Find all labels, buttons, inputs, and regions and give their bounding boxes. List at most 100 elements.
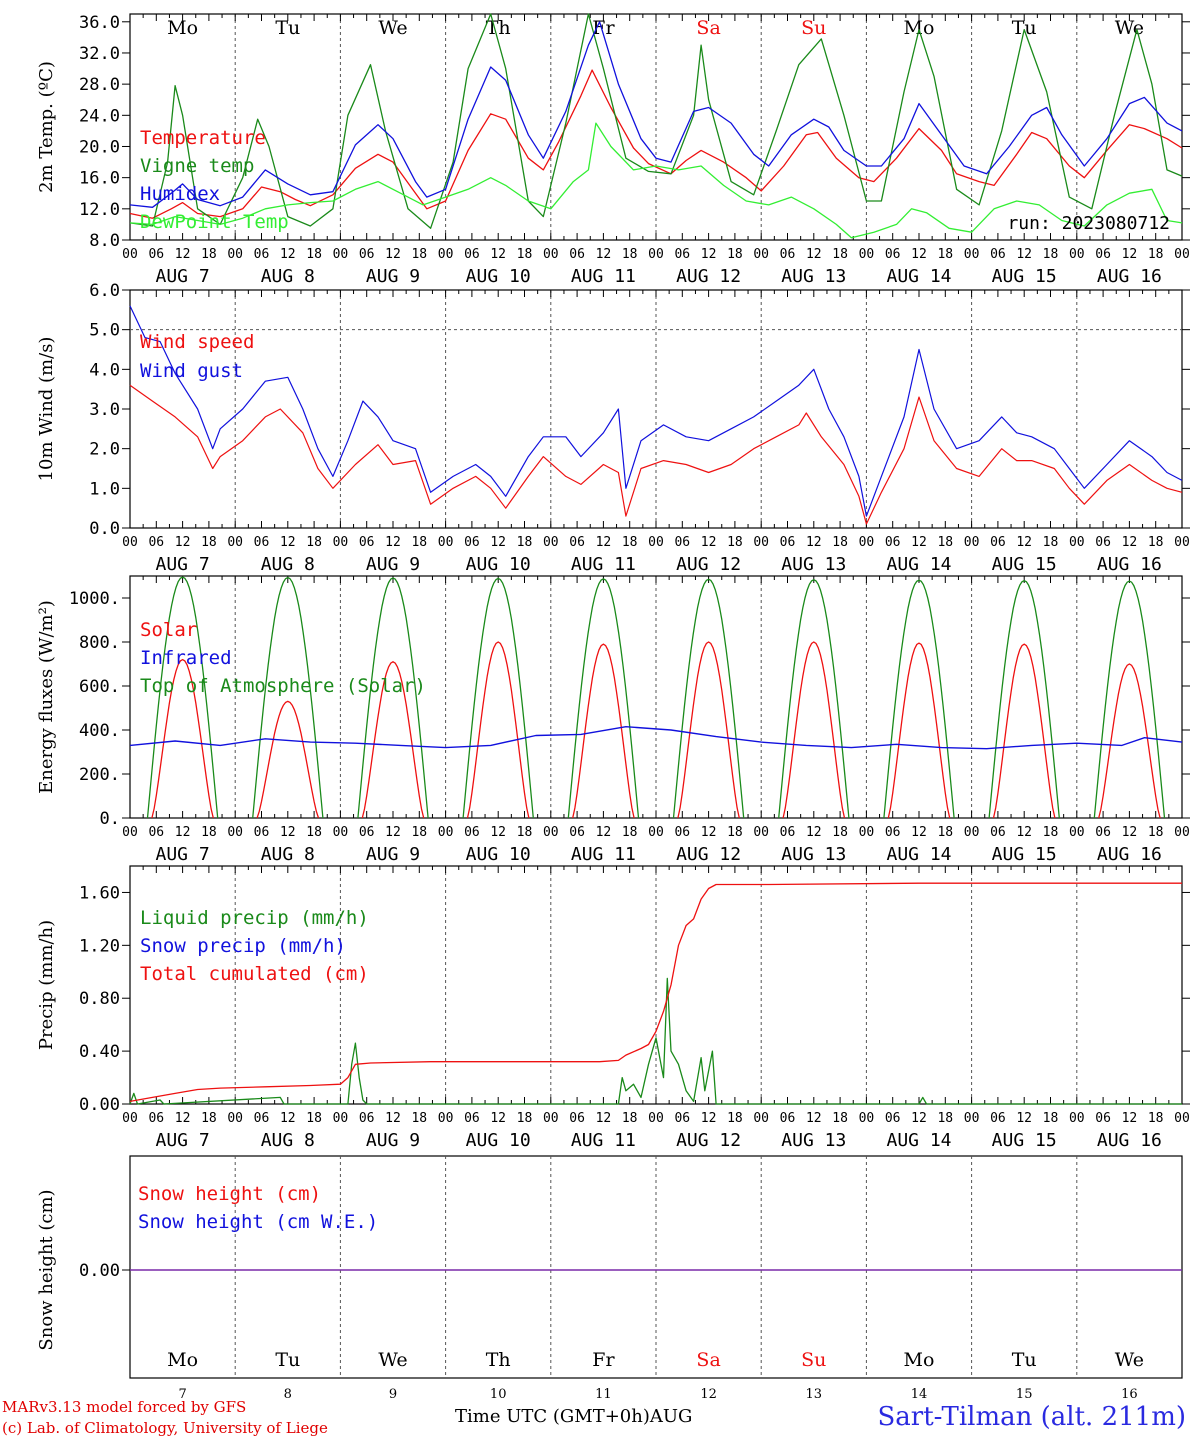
hour-tick-label: 18 bbox=[306, 535, 322, 550]
date-label: AUG 10 bbox=[466, 554, 531, 575]
y-tick-label: 0.0 bbox=[89, 519, 120, 539]
solar-arc bbox=[782, 641, 846, 819]
day-name: Tu bbox=[1012, 1349, 1037, 1371]
hour-tick-label: 00 bbox=[438, 247, 454, 262]
date-label: AUG 9 bbox=[366, 554, 420, 575]
toa-solar-arc bbox=[357, 577, 429, 819]
y-tick-label: 6.0 bbox=[89, 281, 120, 301]
y-tick-label: 200. bbox=[79, 765, 120, 785]
hour-tick-label: 12 bbox=[701, 247, 717, 262]
date-label: AUG 13 bbox=[781, 266, 846, 287]
legend-entry: Snow height (cm W.E.) bbox=[138, 1211, 378, 1233]
hour-tick-label: 12 bbox=[911, 825, 927, 840]
hour-tick-label: 12 bbox=[911, 1111, 927, 1126]
y-tick-label: 800. bbox=[79, 633, 120, 653]
hour-tick-label: 06 bbox=[885, 825, 901, 840]
hour-tick-label: 06 bbox=[359, 247, 375, 262]
y-tick-label: 36.0 bbox=[79, 13, 120, 33]
y-tick-label: 24.0 bbox=[79, 106, 120, 126]
hour-tick-label: 12 bbox=[596, 825, 612, 840]
series-line bbox=[129, 882, 1182, 1103]
y-tick-label: 0.00 bbox=[79, 1095, 120, 1115]
date-label: AUG 12 bbox=[676, 554, 741, 575]
hour-tick-label: 06 bbox=[148, 1111, 164, 1126]
legend-entry: Wind gust bbox=[140, 360, 243, 382]
y-axis-label: Energy fluxes (W/m²) bbox=[36, 600, 57, 794]
hour-tick-label: 06 bbox=[780, 535, 796, 550]
day-number: 16 bbox=[1121, 1387, 1138, 1402]
hour-tick-label: 18 bbox=[1148, 1111, 1164, 1126]
hour-tick-label: 00 bbox=[859, 1111, 875, 1126]
date-label: AUG 16 bbox=[1097, 844, 1162, 865]
hour-tick-label: 00 bbox=[227, 247, 243, 262]
hour-tick-label: 12 bbox=[175, 247, 191, 262]
hour-tick-label: 06 bbox=[1095, 825, 1111, 840]
y-tick-label: 3.0 bbox=[89, 400, 120, 420]
hour-tick-label: 18 bbox=[832, 825, 848, 840]
hour-tick-label: 06 bbox=[674, 535, 690, 550]
y-tick-label: 1.0 bbox=[89, 479, 120, 499]
y-tick-label: 16.0 bbox=[79, 169, 120, 189]
hour-tick-label: 18 bbox=[411, 247, 427, 262]
toa-solar-arc bbox=[988, 579, 1060, 819]
legend-entry: Wind speed bbox=[140, 331, 254, 353]
hour-tick-label: 06 bbox=[359, 825, 375, 840]
date-label: AUG 7 bbox=[156, 266, 210, 287]
hour-tick-label: 00 bbox=[1069, 535, 1085, 550]
hour-tick-label: 18 bbox=[411, 535, 427, 550]
hour-tick-label: 18 bbox=[517, 1111, 533, 1126]
date-label: AUG 15 bbox=[992, 1130, 1057, 1151]
hour-tick-label: 18 bbox=[727, 535, 743, 550]
hour-tick-label: 18 bbox=[517, 825, 533, 840]
hour-tick-label: 12 bbox=[806, 1111, 822, 1126]
toa-solar-arc bbox=[462, 577, 534, 819]
hour-tick-label: 00 bbox=[122, 825, 138, 840]
y-tick-label: 5.0 bbox=[89, 321, 120, 341]
y-tick-label: 20.0 bbox=[79, 137, 120, 157]
hour-tick-label: 00 bbox=[648, 535, 664, 550]
toa-solar-arc bbox=[567, 578, 640, 819]
hour-tick-label: 12 bbox=[1016, 1111, 1032, 1126]
date-label: AUG 10 bbox=[466, 844, 531, 865]
hour-tick-label: 18 bbox=[201, 1111, 217, 1126]
hour-tick-label: 18 bbox=[832, 535, 848, 550]
y-tick-label: 0. bbox=[100, 809, 120, 829]
date-label: AUG 7 bbox=[156, 554, 210, 575]
day-number: 12 bbox=[700, 1387, 717, 1402]
solar-arc bbox=[992, 643, 1056, 819]
hour-tick-label: 06 bbox=[464, 247, 480, 262]
station-name: Sart-Tilman (alt. 211m) bbox=[877, 1402, 1186, 1432]
toa-solar-arc bbox=[883, 579, 955, 819]
panel-frame-4 bbox=[129, 865, 1183, 1105]
series-line bbox=[129, 122, 1183, 239]
toa-solar-arc bbox=[146, 576, 219, 819]
date-label: AUG 8 bbox=[261, 1130, 315, 1151]
date-label: AUG 8 bbox=[261, 554, 315, 575]
date-label: AUG 11 bbox=[571, 844, 636, 865]
hour-tick-label: 18 bbox=[622, 535, 638, 550]
y-axis-label: Snow height (cm) bbox=[36, 1189, 57, 1350]
day-name: Th bbox=[486, 17, 511, 39]
day-number: 15 bbox=[1016, 1387, 1033, 1402]
hour-tick-label: 06 bbox=[569, 825, 585, 840]
hour-tick-label: 18 bbox=[1043, 825, 1059, 840]
day-name: Mo bbox=[904, 1349, 935, 1371]
hour-tick-label: 12 bbox=[596, 247, 612, 262]
hour-tick-label: 12 bbox=[806, 825, 822, 840]
date-label: AUG 13 bbox=[781, 554, 846, 575]
day-name: We bbox=[378, 1349, 407, 1371]
hour-tick-label: 18 bbox=[937, 1111, 953, 1126]
hour-tick-label: 00 bbox=[964, 247, 980, 262]
legend-entry: Humidex bbox=[140, 183, 220, 205]
hour-tick-label: 12 bbox=[1122, 247, 1138, 262]
hour-tick-label: 06 bbox=[990, 535, 1006, 550]
hour-tick-label: 00 bbox=[543, 825, 559, 840]
hour-tick-label: 12 bbox=[806, 535, 822, 550]
y-tick-label: 1.60 bbox=[79, 883, 120, 903]
hour-tick-label: 00 bbox=[859, 535, 875, 550]
series-line bbox=[129, 305, 1183, 517]
hour-tick-label: 06 bbox=[254, 535, 270, 550]
legend-entry: Snow precip (mm/h) bbox=[140, 935, 346, 957]
hour-tick-label: 18 bbox=[306, 825, 322, 840]
